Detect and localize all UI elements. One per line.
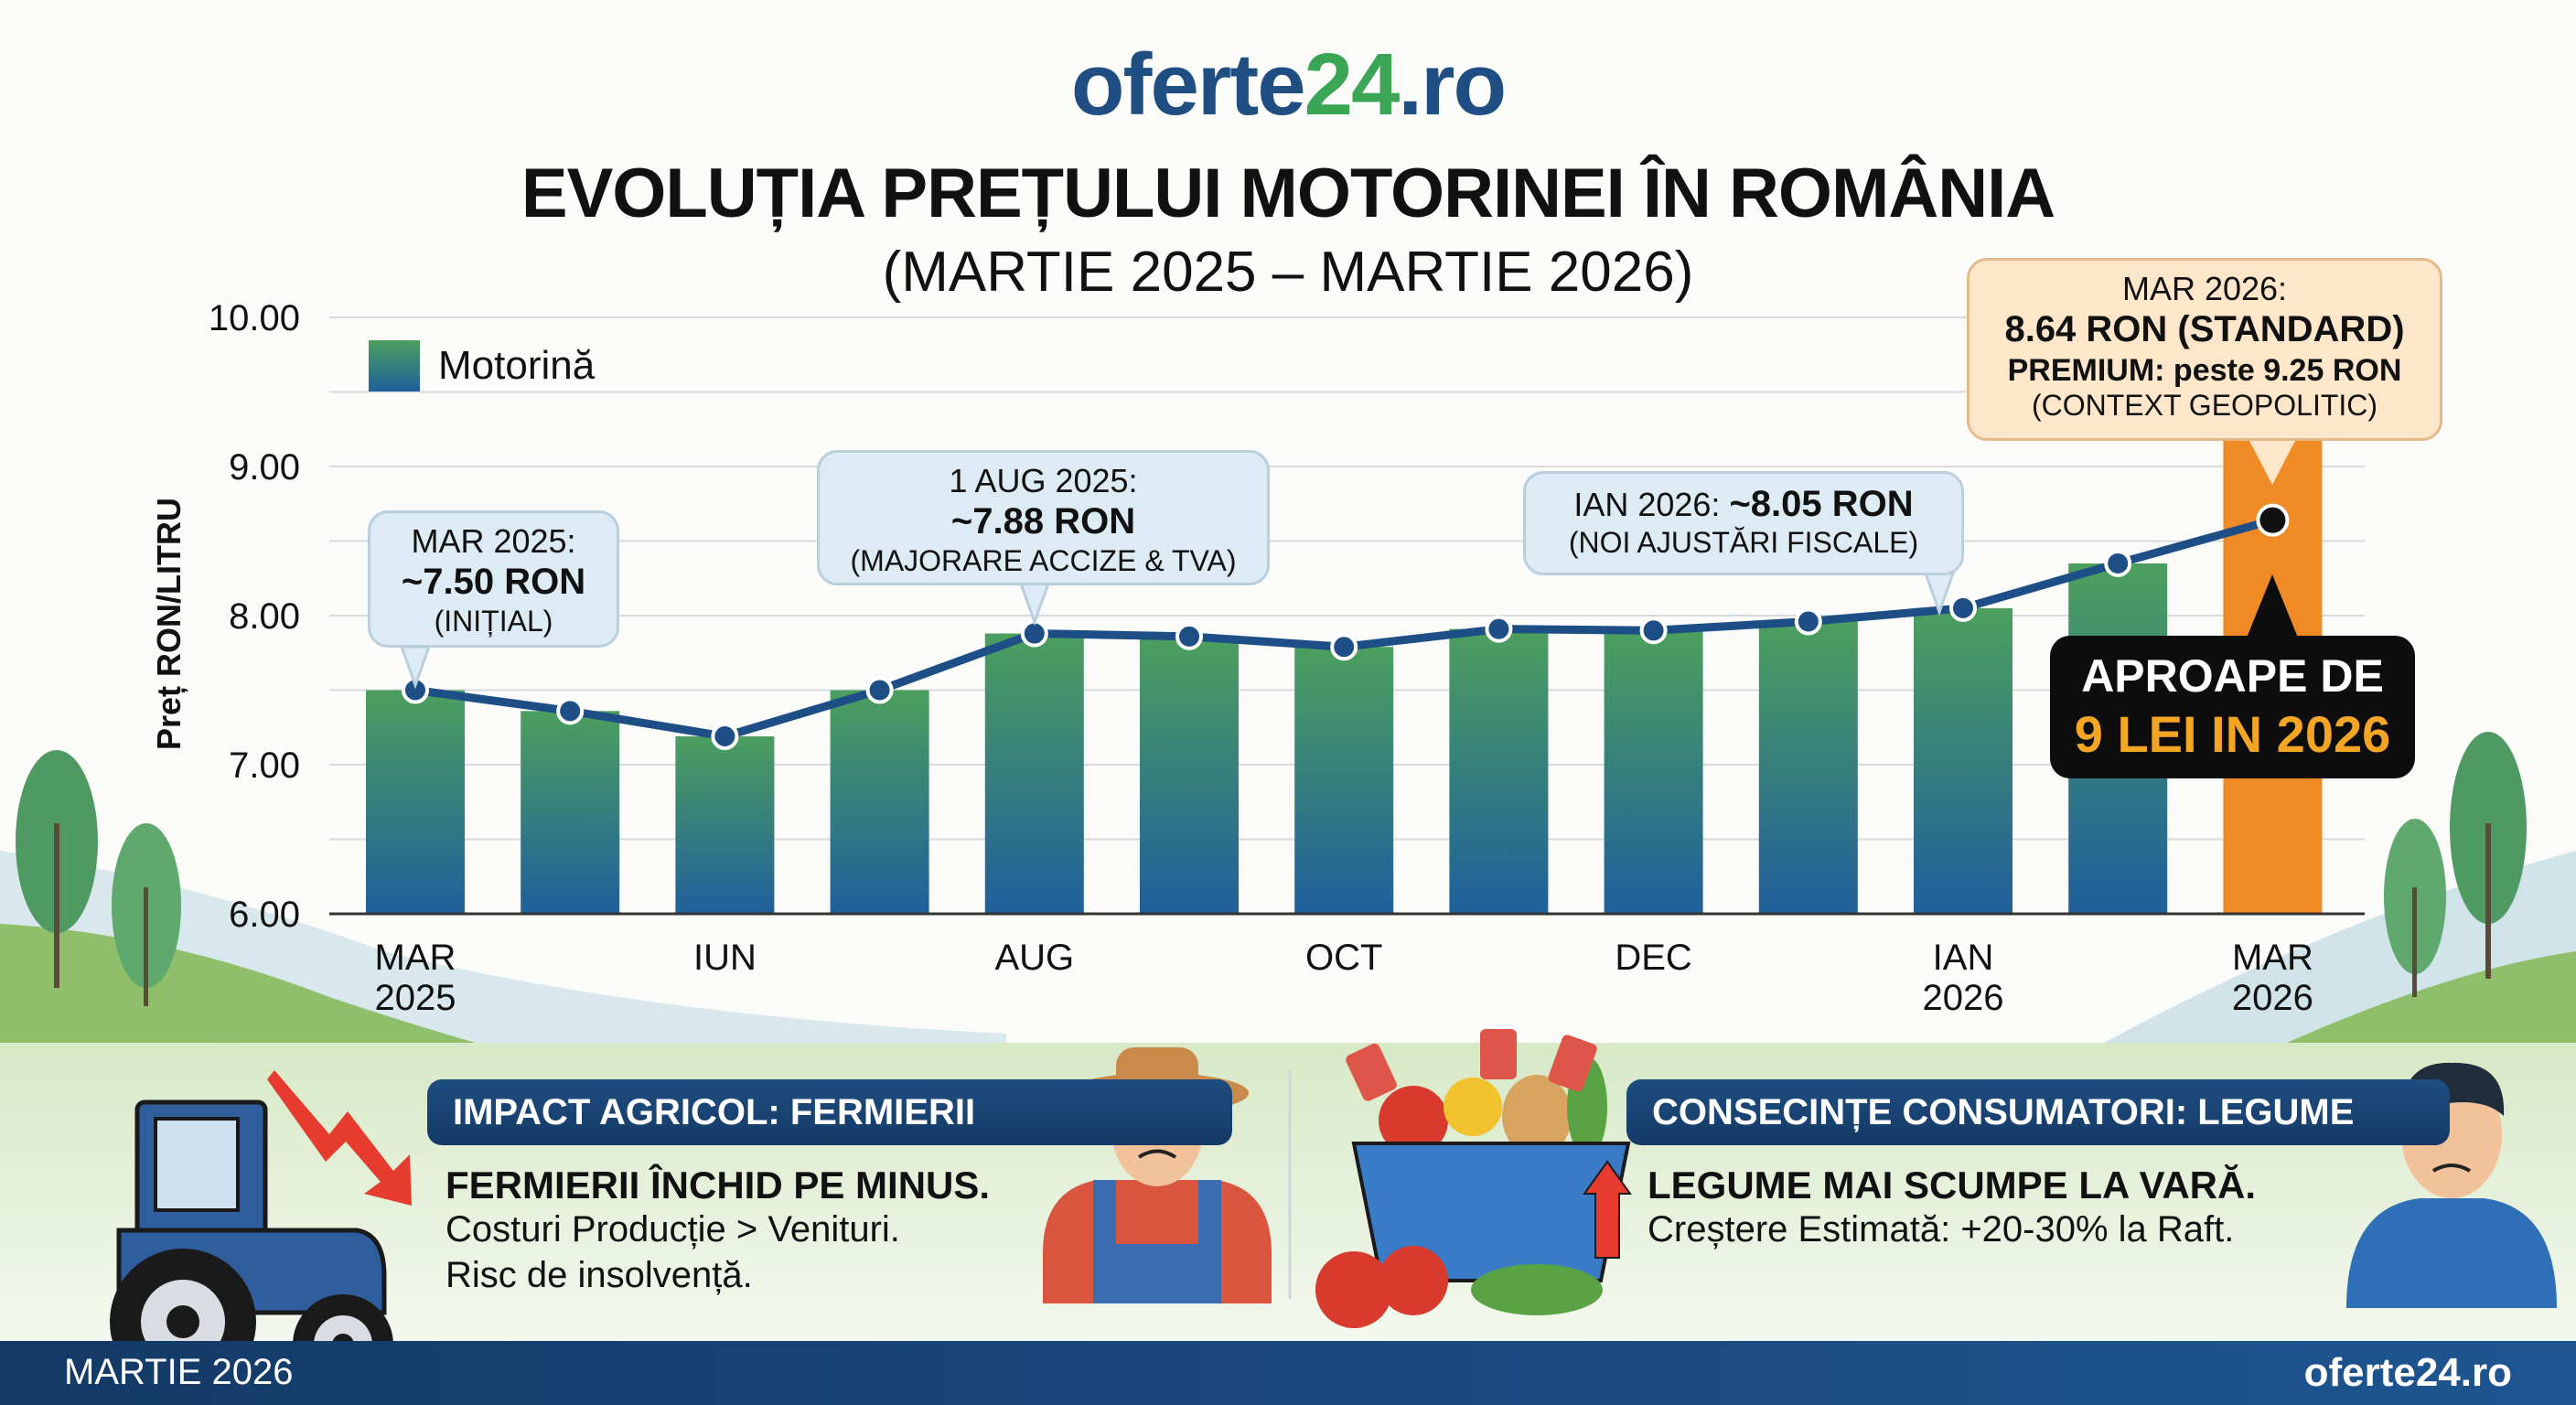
data-point [711, 723, 739, 751]
data-point [1949, 594, 1977, 622]
annotation-line: MAR 2025: [411, 522, 576, 560]
annotation-aug-2025: 1 AUG 2025: ~7.88 RON (MAJORARE ACCIZE &… [817, 450, 1270, 585]
annotation-line: 1 AUG 2025: [949, 462, 1138, 499]
legend: Motorină [369, 340, 595, 391]
annotation-note: (INIȚIAL) [434, 604, 553, 638]
data-point [2256, 503, 2290, 537]
x-tick-label: MAR [375, 938, 456, 978]
annotation-note: (NOI AJUSTĂRI FISCALE) [1568, 526, 1919, 560]
bar [1914, 607, 2012, 914]
y-tick-label: 10.00 [209, 298, 300, 338]
y-tick-label: 6.00 [229, 895, 300, 935]
x-tick-label: DEC [1615, 938, 1691, 978]
bar [830, 690, 929, 914]
data-point [1330, 633, 1358, 661]
annotation-line: IAN 2026: [1573, 486, 1730, 523]
annotation-premium: PREMIUM: peste 9.25 RON [2007, 352, 2402, 388]
y-tick-label: 9.00 [229, 447, 300, 488]
bar [1449, 628, 1549, 914]
callout-pointer [399, 645, 432, 690]
bar [1758, 621, 1858, 914]
annotation-line: MAR 2026: [2121, 270, 2288, 307]
bar [1294, 647, 1394, 914]
data-point [1639, 617, 1668, 645]
logo-text-3: .ro [1398, 36, 1507, 134]
vegetable-basket-icon [1315, 1029, 1631, 1328]
annotation-value: ~8.05 RON [1729, 484, 1914, 524]
annotation-value: ~7.50 RON [401, 562, 586, 603]
bar [675, 736, 775, 914]
callout-pointer [2249, 439, 2296, 485]
footer: MARTIE 2026 oferte24.ro [0, 1341, 2576, 1405]
highlight-value: 9 LEI IN 2026 [2074, 705, 2391, 763]
consumers-heading: CONSECINȚE CONSUMATORI: LEGUME [1626, 1079, 2450, 1145]
x-tick-label: OCT [1305, 938, 1382, 978]
farmers-line-1: Costuri Producție > Venituri. [445, 1209, 900, 1249]
y-tick-label: 8.00 [229, 596, 300, 637]
tree-icon [16, 732, 2527, 1006]
annotation-note: (CONTEXT GEOPOLITIC) [2031, 388, 2378, 422]
worried-person-icon [2346, 1062, 2557, 1308]
bar [1140, 636, 1239, 914]
data-point [1175, 622, 1203, 650]
x-tick-label: IAN [1933, 938, 1994, 978]
annotation-mar-2025: MAR 2025: ~7.50 RON (INIȚIAL) [368, 510, 619, 648]
callout-pointer [2247, 574, 2298, 638]
hill-right-green [2287, 951, 2576, 1043]
farmers-line-2: Risc de insolvență. [445, 1255, 753, 1295]
highlight-line: APROAPE DE [2081, 650, 2384, 702]
data-point [1794, 607, 1822, 636]
logo-text-1: oferte [1070, 36, 1306, 134]
trend-up-arrow-icon [1583, 1160, 1632, 1259]
x-tick-label: MAR [2232, 938, 2313, 978]
data-point [865, 676, 894, 704]
logo-text-2: 24 [1304, 36, 1401, 134]
x-tick-label: 2026 [2232, 978, 2313, 1018]
x-tick-label: IUN [693, 938, 757, 978]
x-tick-label: 2026 [1923, 978, 2004, 1018]
annotation-value: ~7.88 RON [950, 501, 1136, 542]
consumers-line-1: Creștere Estimată: +20-30% la Raft. [1648, 1209, 2235, 1249]
data-point [2104, 549, 2132, 577]
bar [984, 633, 1084, 914]
legend-label: Motorină [438, 343, 596, 388]
data-point [1485, 615, 1513, 643]
bar [1604, 630, 1703, 914]
page-subtitle: (MARTIE 2025 – MARTIE 2026) [882, 241, 1694, 304]
bar [366, 690, 465, 914]
data-point [556, 697, 585, 725]
x-tick-label: AUG [994, 938, 1074, 978]
x-tick-label: 2025 [375, 978, 456, 1018]
annotation-value: 8.64 RON (STANDARD) [2004, 309, 2405, 350]
farmers-headline: FERMIERII ÎNCHID PE MINUS. [445, 1164, 991, 1207]
brand-logo: oferte24.ro [0, 35, 2576, 135]
footer-site: oferte24.ro [2303, 1350, 2512, 1395]
trend-down-arrow-icon [267, 1070, 412, 1206]
annotation-ian-2026: IAN 2026: ~8.05 RON (NOI AJUSTĂRI FISCAL… [1523, 471, 1964, 575]
highlight-callout: APROAPE DE 9 LEI IN 2026 [2050, 636, 2415, 778]
bar [521, 711, 620, 914]
page-title: EVOLUȚIA PREȚULUI MOTORINEI ÎN ROMÂNIA [521, 155, 2055, 232]
consumers-headline: LEGUME MAI SCUMPE LA VARĂ. [1648, 1164, 2257, 1207]
annotation-note: (MAJORARE ACCIZE & TVA) [850, 543, 1237, 577]
farmers-heading: IMPACT AGRICOL: FERMIERII [427, 1079, 1232, 1145]
annotation-mar-2026: MAR 2026: 8.64 RON (STANDARD) PREMIUM: p… [1967, 258, 2442, 441]
y-axis-label: Preț RON/LITRU [150, 498, 188, 751]
footer-date: MARTIE 2026 [64, 1352, 294, 1392]
y-tick-label: 7.00 [229, 745, 300, 786]
legend-swatch [369, 340, 420, 391]
